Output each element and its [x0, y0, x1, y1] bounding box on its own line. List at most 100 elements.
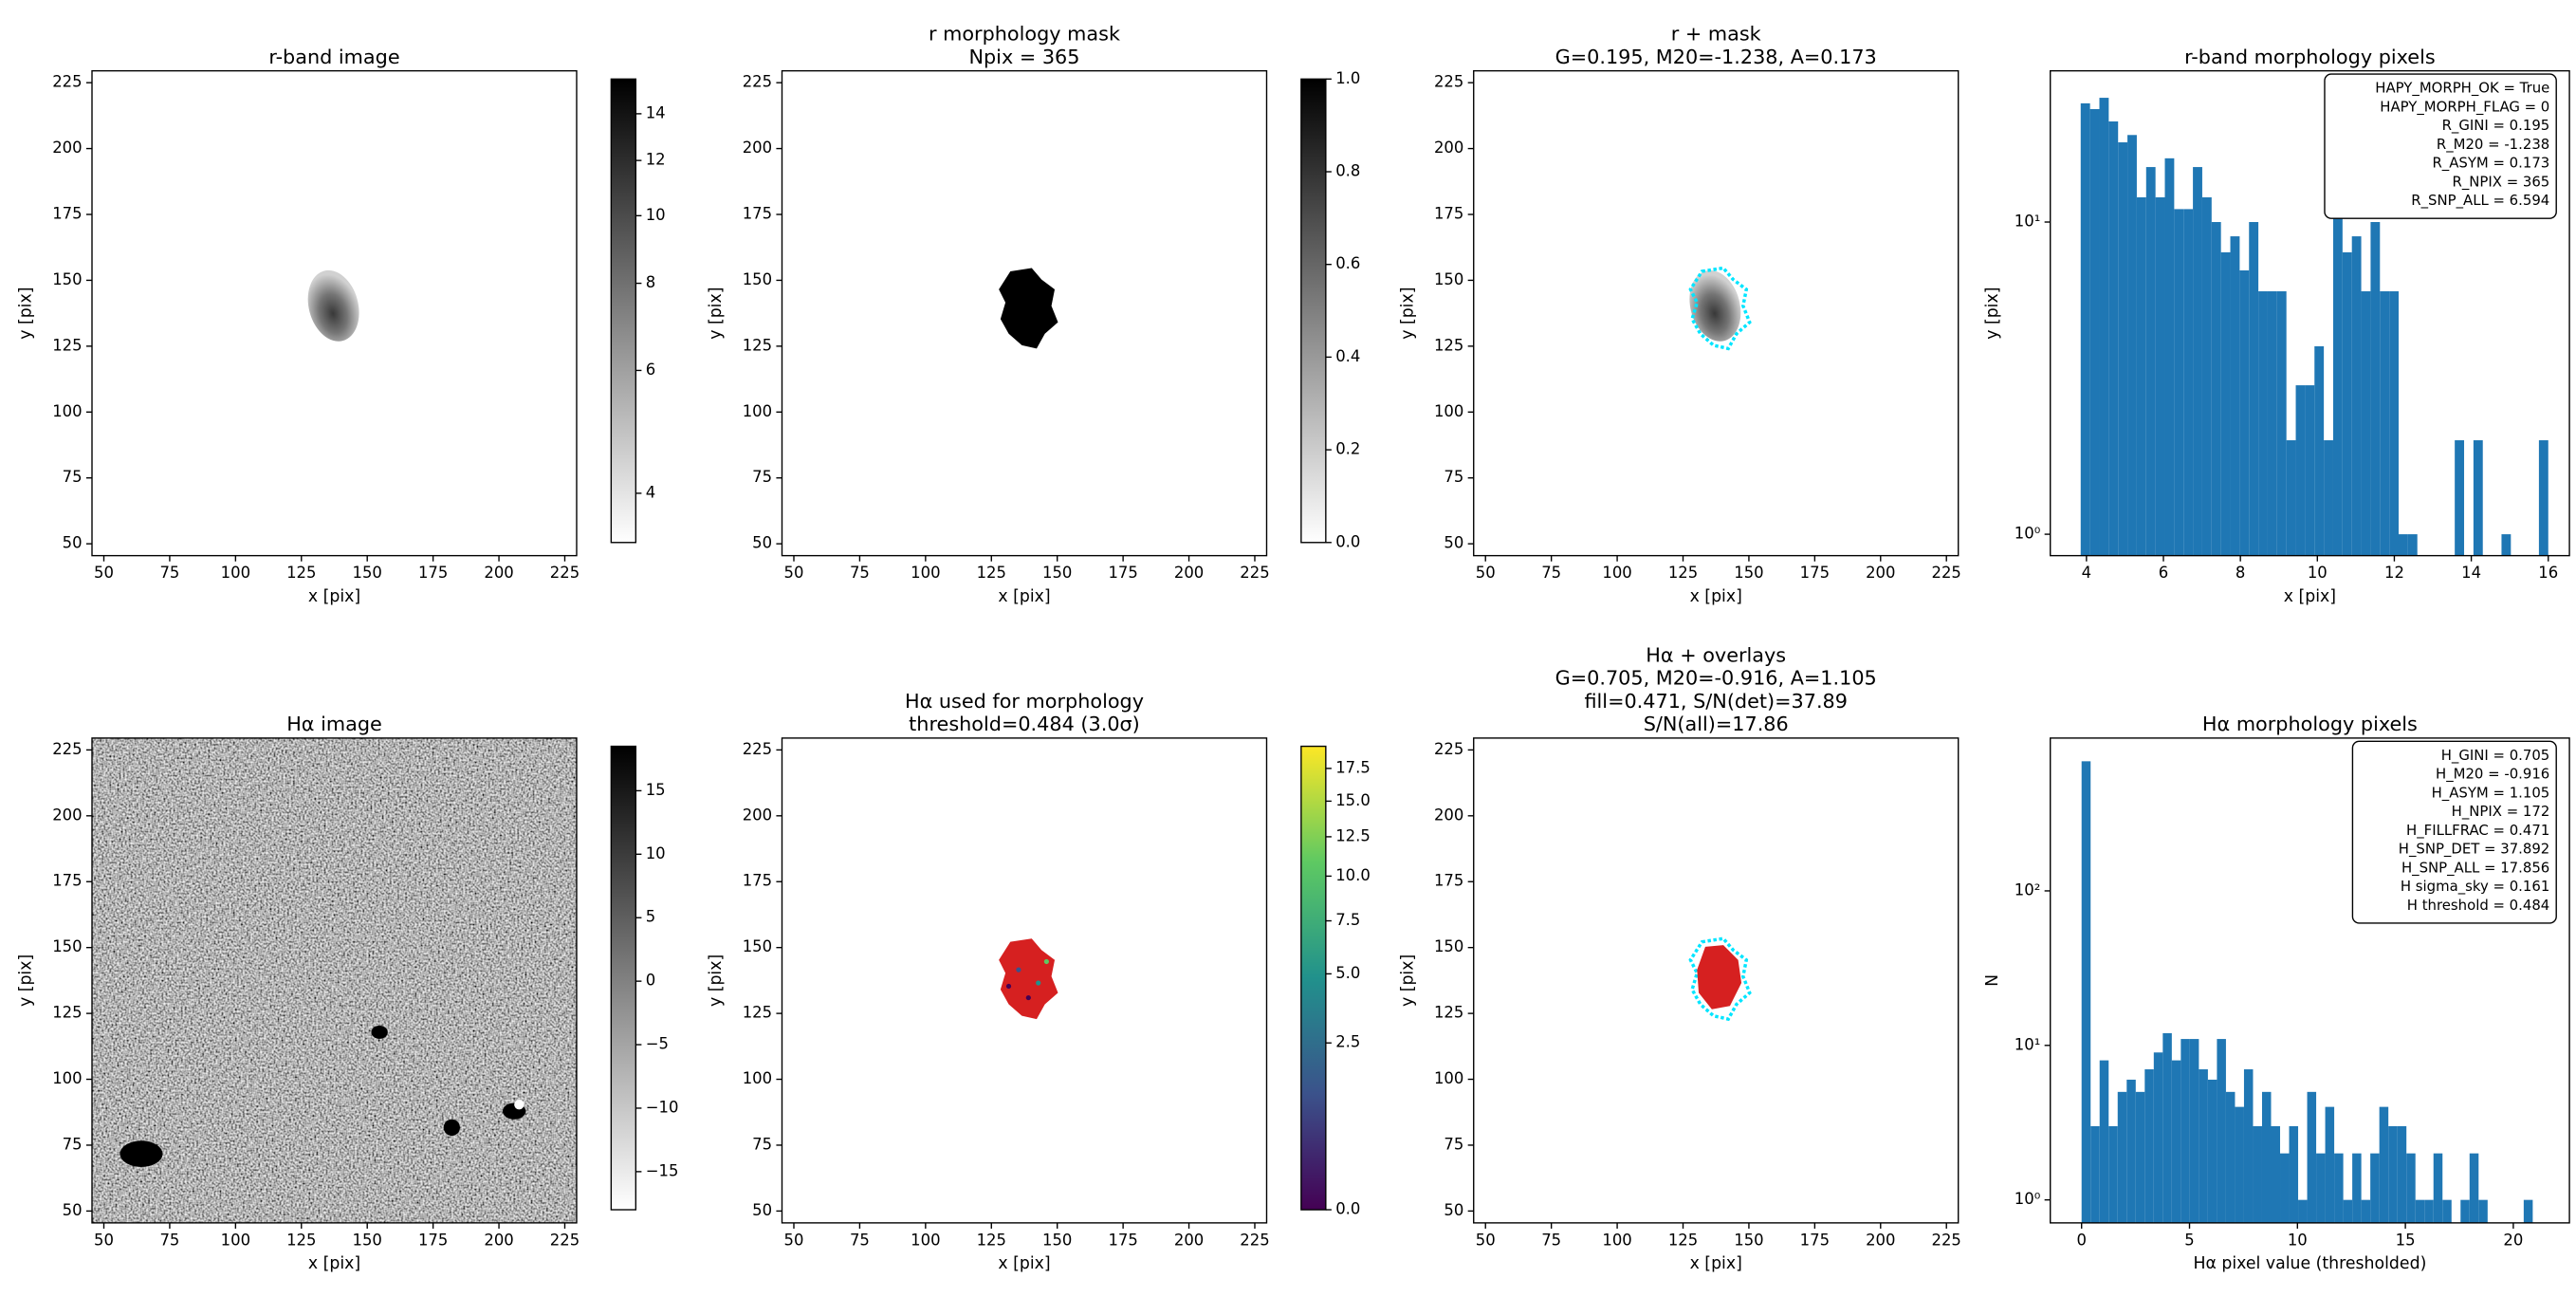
axes-frame — [781, 69, 1268, 557]
y-axis-label: y [pix] — [1398, 954, 1417, 1007]
x-tick-label: 175 — [1800, 564, 1830, 582]
r-band-galaxy — [307, 269, 359, 342]
x-tick-label: 50 — [94, 564, 114, 582]
histogram-bar — [2352, 1153, 2362, 1223]
histogram-bar — [2307, 1091, 2317, 1223]
x-tick-label: 150 — [1042, 1231, 1072, 1249]
histogram-bar — [2407, 534, 2418, 556]
colorbar-tick-label: 15 — [646, 781, 666, 799]
y-tick-label: 100 — [52, 1069, 82, 1087]
colorbar-tick-label: 4 — [646, 483, 655, 501]
colorbar-tick-label: 0 — [646, 972, 655, 990]
x-tick-label: 50 — [1476, 564, 1496, 582]
histogram-bar — [2136, 196, 2146, 556]
colorbar-tick-label: 0.0 — [1335, 532, 1360, 550]
y-tick-label: 225 — [1434, 740, 1463, 758]
histogram-bar — [2398, 534, 2408, 556]
stats-line: R_GINI = 0.195 — [2442, 117, 2550, 134]
histogram-bar — [2388, 1125, 2398, 1223]
y-tick-label: 75 — [63, 1135, 83, 1153]
x-tick-label: 75 — [159, 564, 179, 582]
stats-line: R_ASYM = 0.173 — [2432, 155, 2549, 172]
histogram-bar — [2469, 1153, 2479, 1223]
chart-title: Hα morphology pixels — [2202, 713, 2418, 735]
histogram-bar — [2135, 1091, 2145, 1223]
stats-line: HAPY_MORPH_OK = True — [2375, 80, 2549, 97]
histogram-bar — [2162, 1032, 2172, 1223]
colorbar-tick-label: 6 — [646, 361, 655, 379]
x-tick-label: 50 — [94, 1231, 114, 1249]
colorbar — [1300, 745, 1327, 1211]
colorbar-tick-label: 5 — [646, 908, 655, 926]
y-tick-label: 10⁰ — [2015, 525, 2041, 543]
y-tick-label: 50 — [1444, 1201, 1463, 1219]
histogram-bar — [2243, 1069, 2254, 1223]
x-tick-label: 50 — [784, 1231, 804, 1249]
y-tick-label: 75 — [1444, 1135, 1463, 1153]
x-tick-label: 10 — [2288, 1231, 2308, 1249]
y-tick-label: 225 — [52, 740, 82, 758]
chart-title: fill=0.471, S/N(det)=37.89 — [1584, 690, 1848, 713]
y-tick-label: 10¹ — [2015, 1035, 2041, 1053]
histogram-bar — [2316, 1153, 2326, 1223]
histogram-bar — [2305, 385, 2315, 556]
x-tick-label: 0 — [2076, 1231, 2086, 1249]
x-tick-label: 150 — [353, 564, 382, 582]
histogram-bar — [2199, 1069, 2208, 1223]
histogram-bar — [2261, 1091, 2272, 1223]
stats-line: H_FILLFRAC = 0.471 — [2406, 822, 2549, 839]
stats-box — [2351, 740, 2557, 924]
histogram-bar — [2183, 209, 2194, 556]
x-tick-label: 225 — [1240, 564, 1269, 582]
x-tick-label: 100 — [1602, 564, 1631, 582]
y-axis-label: y [pix] — [707, 954, 726, 1007]
x-tick-label: 100 — [911, 564, 940, 582]
halpha-overlay-region — [1688, 936, 1752, 1022]
y-axis-label: y [pix] — [707, 287, 726, 339]
histogram-bar — [2117, 1091, 2127, 1223]
histogram-bar — [2089, 108, 2100, 556]
colorbar-tick-label: 0.0 — [1335, 1200, 1360, 1218]
histogram-bar — [2108, 120, 2119, 556]
y-tick-label: 200 — [1434, 806, 1463, 824]
histogram-bar — [2090, 1125, 2100, 1223]
halpha-threshold-region — [999, 938, 1058, 1020]
y-tick-label: 200 — [52, 139, 82, 157]
chart-title: r-band image — [268, 46, 399, 68]
y-tick-label: 125 — [743, 1004, 772, 1022]
histogram-bar — [2267, 291, 2277, 556]
histogram-bar — [2099, 1060, 2109, 1223]
y-tick-label: 225 — [743, 740, 772, 758]
histogram-bar — [2523, 1199, 2533, 1223]
histogram-bar — [2258, 291, 2268, 556]
colorbar-tick-label: −15 — [646, 1161, 679, 1179]
histogram-bar — [2424, 1199, 2434, 1223]
histogram-bar — [2361, 1199, 2371, 1223]
y-tick-label: 100 — [1434, 402, 1463, 420]
x-tick-label: 20 — [2503, 1231, 2523, 1249]
x-tick-label: 5 — [2184, 1231, 2194, 1249]
histogram-bar — [2298, 1199, 2308, 1223]
histogram-bar — [2144, 1069, 2154, 1223]
x-tick-label: 200 — [1174, 564, 1204, 582]
r-mask-overlay — [1688, 266, 1752, 351]
chart-title: S/N(all)=17.86 — [1644, 713, 1789, 735]
halpha-noise-image — [92, 737, 577, 1223]
histogram-bar — [2230, 236, 2240, 556]
colorbar-tick-label: 8 — [646, 273, 655, 291]
histogram-bar — [2295, 385, 2306, 556]
y-tick-label: 225 — [1434, 73, 1463, 91]
x-tick-label: 15 — [2396, 1231, 2416, 1249]
y-tick-label: 225 — [743, 73, 772, 91]
x-tick-label: 10 — [2308, 564, 2328, 582]
y-tick-label: 75 — [752, 468, 772, 486]
y-tick-label: 10⁰ — [2015, 1190, 2041, 1208]
chart-title: threshold=0.484 (3.0σ) — [909, 713, 1140, 735]
histogram-bar — [2174, 209, 2184, 556]
y-tick-label: 225 — [52, 73, 82, 91]
stats-line: R_NPIX = 365 — [2453, 173, 2550, 190]
histogram-bar — [2370, 222, 2381, 556]
colorbar-tick-label: 0.8 — [1335, 162, 1360, 180]
y-tick-label: 125 — [52, 1004, 82, 1022]
